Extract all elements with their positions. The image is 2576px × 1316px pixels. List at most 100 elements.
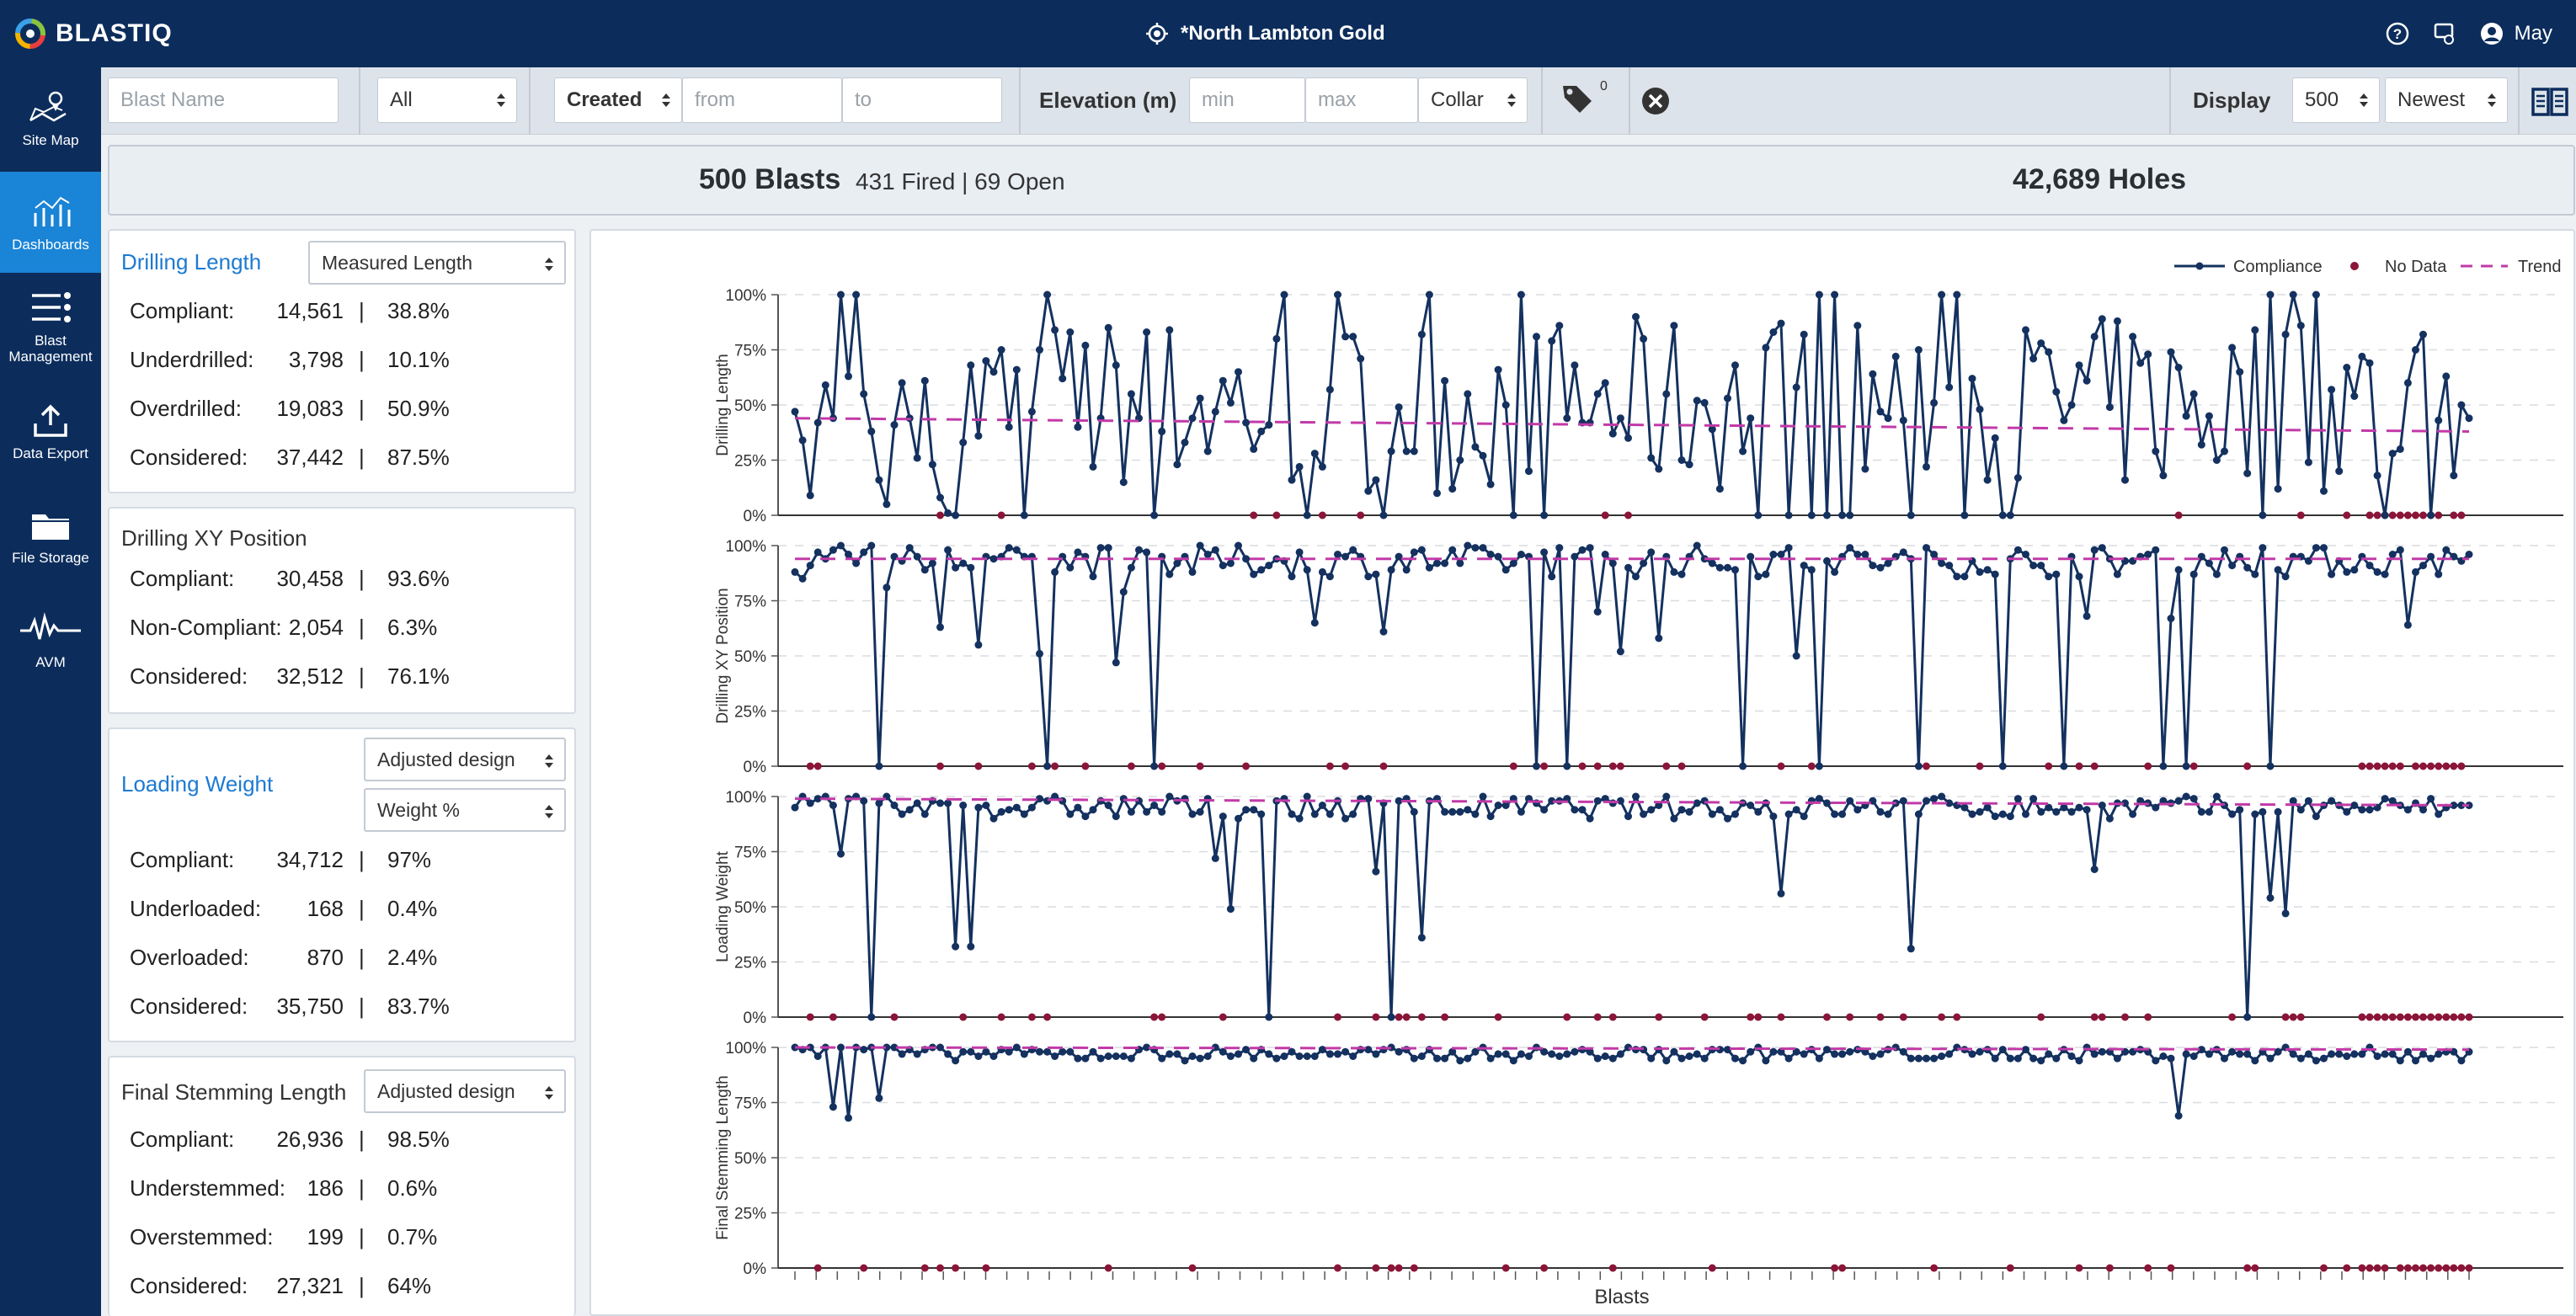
compliance-point (2067, 401, 2076, 409)
stat-row: Considered: 27,321 | 64% (130, 1273, 432, 1298)
compliance-point (967, 361, 975, 370)
compliance-point (1647, 454, 1656, 462)
compliance-point (1784, 511, 1793, 519)
compliance-point (1325, 386, 1334, 394)
date-field-select[interactable]: Created (554, 77, 682, 123)
compliance-point (1341, 814, 1350, 823)
compliance-point (1127, 390, 1135, 398)
compliance-point (1012, 803, 1021, 812)
compliance-point (1402, 447, 1411, 456)
no-data-marker (2427, 1013, 2435, 1021)
card-title[interactable]: Loading Weight (121, 771, 274, 797)
compliance-point (1517, 807, 1525, 816)
compliance-point (1715, 806, 1724, 814)
compliance-point (829, 1103, 837, 1111)
elevation-reference-select[interactable]: Collar (1418, 77, 1528, 123)
compliance-point (2167, 615, 2175, 622)
compliance-point (791, 567, 799, 576)
app-logo[interactable]: BLASTIQ (13, 15, 173, 52)
no-data-marker (2228, 1013, 2237, 1021)
stat-row: Overdrilled: 19,083 | 50.9% (130, 396, 450, 421)
sort-arrows-icon (545, 805, 553, 818)
sort-order-select[interactable]: Newest (2385, 77, 2508, 123)
no-data-marker (1777, 1013, 1785, 1021)
compliance-point (982, 1047, 990, 1056)
nav-site-map[interactable]: Site Map (0, 67, 101, 168)
compliance-point (1219, 562, 1227, 570)
compliance-point (1517, 1050, 1525, 1058)
compliance-point (1364, 1046, 1373, 1054)
nav-data-export[interactable]: Data Export (0, 381, 101, 482)
nav-dashboards[interactable]: Dashboards (0, 172, 101, 273)
clear-filters-icon[interactable] (1640, 86, 1671, 116)
compliance-point (1807, 566, 1816, 574)
compliance-point (1357, 354, 1365, 363)
no-data-marker (1593, 1013, 1602, 1021)
tag-filter-button[interactable]: 0 (1558, 79, 1617, 121)
divider (529, 67, 531, 135)
y-tick-label: 25% (734, 955, 766, 972)
no-data-marker (2435, 1013, 2443, 1021)
compliance-point (1379, 627, 1388, 636)
compliance-point (1869, 370, 1877, 378)
date-from-input[interactable]: from (682, 77, 842, 123)
loading-weight-unit-select[interactable]: Weight % (364, 788, 566, 832)
user-menu[interactable]: May (2479, 21, 2552, 46)
no-data-marker (1930, 1264, 1939, 1272)
compliance-point (2435, 416, 2443, 424)
nav-blast-management[interactable]: Blast Management (0, 276, 101, 377)
compliance-point (2335, 1050, 2344, 1058)
nav-file-storage[interactable]: File Storage (0, 485, 101, 586)
compliance-point (1831, 290, 1839, 299)
chart-panel-2: 100% 75% 50% 25% 0% Drilling XY Position (714, 538, 2563, 776)
nav-avm[interactable]: AVM (0, 589, 101, 690)
elevation-min-input[interactable]: min (1189, 77, 1305, 123)
no-data-marker (1196, 762, 1204, 770)
date-to-input[interactable]: to (842, 77, 1002, 123)
compliance-point (1226, 398, 1235, 407)
display-count-select[interactable]: 500 (2292, 77, 2380, 123)
sort-arrows-icon (662, 93, 670, 107)
loading-weight-design-select[interactable]: Adjusted design (364, 738, 566, 781)
compliance-point (1096, 1054, 1105, 1063)
elevation-max-input[interactable]: max (1305, 77, 1418, 123)
compliance-point (1288, 476, 1296, 484)
card-title[interactable]: Drilling Length (121, 249, 262, 274)
compliance-point (2167, 348, 2175, 356)
compliance-point (1318, 1046, 1326, 1054)
compliance-point (1310, 810, 1319, 818)
site-selector[interactable]: *North Lambton Gold (1145, 15, 1385, 52)
compliance-point (2013, 1054, 2022, 1063)
final-stemming-design-select[interactable]: Adjusted design (364, 1069, 566, 1113)
compliance-point (1945, 1050, 1954, 1058)
compliance-point (1685, 807, 1693, 816)
compliance-point (1242, 418, 1251, 427)
compliance-point (2343, 364, 2351, 371)
no-data-marker (1601, 511, 1609, 519)
compliance-point (2060, 762, 2068, 770)
feedback-icon[interactable] (2432, 21, 2457, 46)
compliance-point (1593, 390, 1602, 398)
compliance-point (1540, 1047, 1549, 1056)
drilling-length-source-select[interactable]: Measured Length (308, 241, 566, 285)
filter-bar: Blast Name All Created from to Elevation… (101, 67, 2576, 135)
no-data-marker (2289, 1013, 2297, 1021)
compliance-point (1203, 447, 1212, 456)
compliance-point (2465, 802, 2473, 809)
compliance-point (1593, 1054, 1602, 1063)
compliance-point (829, 546, 837, 554)
compliance-point (2251, 1057, 2259, 1065)
compliance-point (1334, 290, 1341, 299)
compliance-point (2159, 472, 2168, 480)
book-icon[interactable] (2530, 81, 2570, 121)
compliance-point (2221, 447, 2228, 456)
compliance-point (2075, 361, 2083, 370)
blast-name-input[interactable]: Blast Name (108, 77, 339, 123)
status-select[interactable]: All (377, 77, 517, 123)
compliance-point (2358, 352, 2366, 360)
help-icon[interactable]: ? (2385, 21, 2410, 46)
trend-line (794, 1046, 2470, 1052)
compliance-point (1899, 548, 1907, 557)
no-data-marker (1325, 762, 1334, 770)
compliance-point (2450, 802, 2458, 809)
